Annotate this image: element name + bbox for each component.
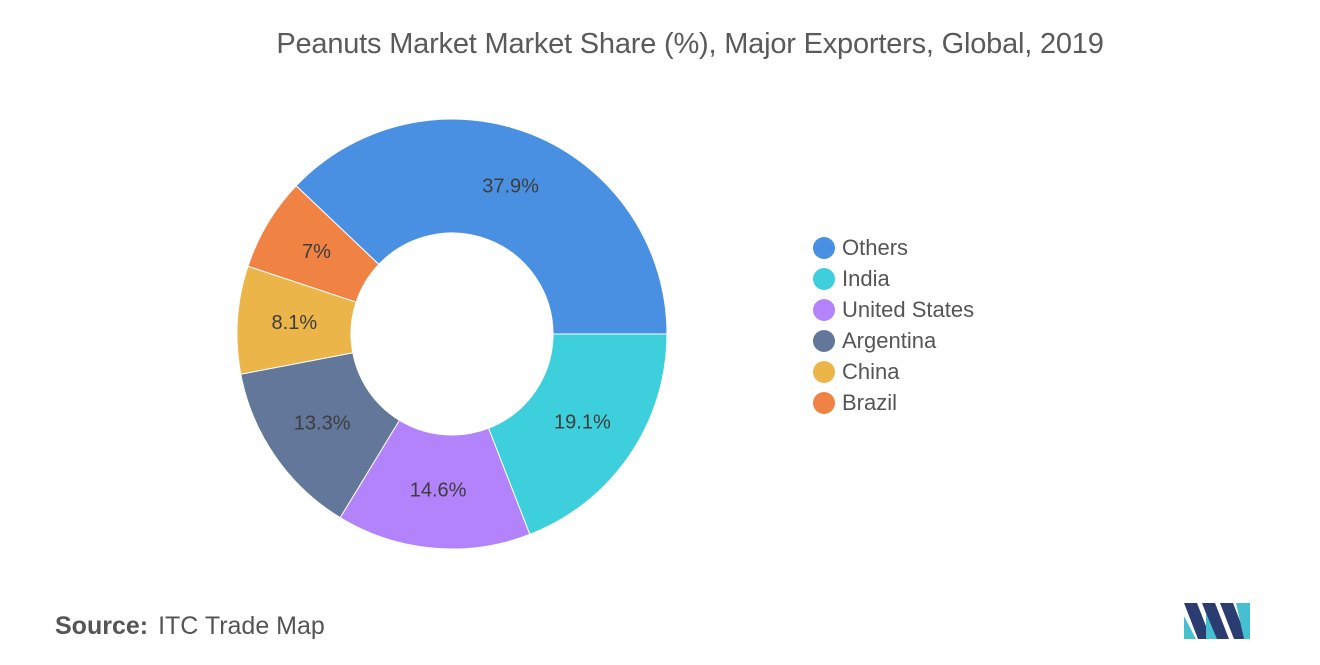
legend-swatch [813,236,835,259]
legend-label: India [842,265,890,291]
logo-accent-mid [1206,613,1217,639]
legend-swatch [813,267,835,290]
slice-label-others: 37.9% [482,176,539,198]
slice-label-brazil: 7% [302,241,331,263]
legend-label: Brazil [842,389,898,415]
mordor-intelligence-logo [1184,603,1250,639]
legend-swatch [813,298,835,321]
source-note: Source: ITC Trade Map [55,612,325,641]
legend-label: United States [842,296,975,322]
slice-label-united-states: 14.6% [410,480,467,502]
legend-item-india: India [813,263,974,294]
donut-chart: 37.9% 7% 8.1% 13.3% 14.6% 19.1% [236,118,668,550]
chart-title: Peanuts Market Market Share (%), Major E… [276,28,1104,60]
slice-label-china: 8.1% [272,312,318,334]
legend-item-united-states: United States [813,294,974,325]
chart-legend: Others India United States Argentina Chi… [813,232,974,418]
slice-others [295,118,668,335]
legend-item-argentina: Argentina [813,325,974,356]
legend-swatch [813,360,835,383]
slice-india [487,333,668,536]
source-text: ITC Trade Map [158,612,325,640]
slice-label-india: 19.1% [554,412,611,434]
legend-label: Others [842,234,909,260]
logo-shape-left [1184,603,1211,639]
legend-item-china: China [813,356,974,387]
logo-accent-right [1236,603,1250,639]
legend-item-brazil: Brazil [813,387,974,418]
legend-swatch [813,329,835,352]
source-label: Source: [55,612,149,640]
logo-accent-left [1184,616,1196,639]
slice-united-states [339,419,531,550]
logo-shape-right [1220,603,1247,639]
slice-label-argentina: 13.3% [294,412,351,434]
legend-item-others: Others [813,232,974,263]
logo-shape-mid [1202,603,1229,639]
legend-label: Argentina [842,327,937,353]
legend-label: China [842,358,900,384]
legend-swatch [813,391,835,414]
